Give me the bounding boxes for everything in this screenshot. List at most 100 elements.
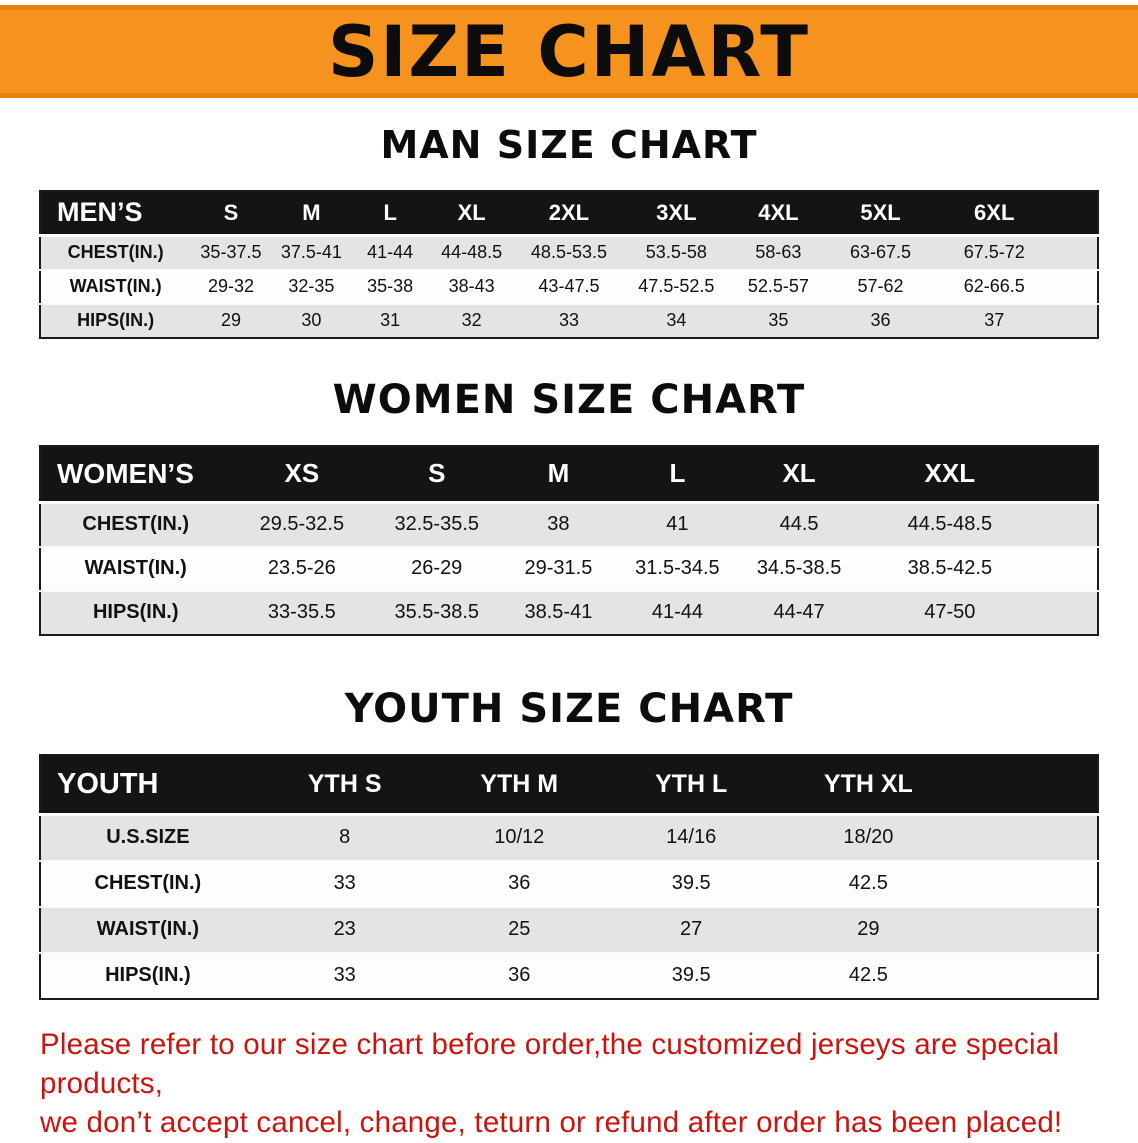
measurement-row: U.S.SIZE 8 10/12 14/16 18/20 xyxy=(40,813,1098,861)
value-cell: 35.5-38.5 xyxy=(373,589,501,635)
value-cell: 38-43 xyxy=(429,268,514,304)
banner: SIZE CHART xyxy=(0,5,1138,98)
value-cell: 41-44 xyxy=(351,234,430,270)
value-cell: 36 xyxy=(828,302,933,338)
value-cell: 26-29 xyxy=(373,545,501,591)
value-cell: 44-48.5 xyxy=(429,234,514,270)
value-cell: 44-47 xyxy=(738,589,860,635)
spacer-cell xyxy=(1055,190,1098,238)
measurement-row: WAIST(IN.) 23.5-26 26-29 29-31.5 31.5-34.5 34… xyxy=(40,545,1098,591)
value-cell: 39.5 xyxy=(603,859,779,907)
value-cell: 32 xyxy=(429,302,514,338)
value-cell: 42.5 xyxy=(778,951,959,999)
value-cell: 31.5-34.5 xyxy=(616,545,739,591)
measurement-row: WAIST(IN.) 23 25 27 29 xyxy=(40,905,1098,953)
row-label-cell: CHEST(IN.) xyxy=(40,234,191,270)
value-cell: 57-62 xyxy=(828,268,933,304)
value-cell: 29 xyxy=(190,302,272,338)
value-cell: 44.5-48.5 xyxy=(859,501,1040,547)
size-column-header: XL xyxy=(429,190,514,238)
size-column-header: XL xyxy=(738,445,860,505)
value-cell: 35-38 xyxy=(351,268,430,304)
size-column-header: XS xyxy=(230,445,374,505)
measurement-row: WAIST(IN.) 29-32 32-35 35-38 38-43 43-47.5 47.… xyxy=(40,268,1098,304)
men-section-heading: MAN SIZE CHART xyxy=(380,123,758,167)
value-cell: 30 xyxy=(271,302,352,338)
spacer-cell xyxy=(1039,589,1098,635)
value-cell: 31 xyxy=(351,302,430,338)
table-header-row: WOMEN’S XS S M L XL XXL xyxy=(40,445,1098,505)
value-cell: 8 xyxy=(254,813,435,861)
value-cell: 43-47.5 xyxy=(513,268,624,304)
value-cell: 33 xyxy=(513,302,624,338)
women-size-table: WOMEN’S XS S M L XL XXL CHEST(IN.) 29.5-32.5 32.5… xyxy=(39,444,1099,636)
value-cell: 29-32 xyxy=(190,268,272,304)
spacer-cell xyxy=(958,905,1098,953)
size-column-header: YTH XL xyxy=(778,754,959,817)
spacer-cell xyxy=(958,813,1098,861)
spacer-cell xyxy=(1039,501,1098,547)
value-cell: 35 xyxy=(728,302,829,338)
value-cell: 41-44 xyxy=(616,589,739,635)
spacer-cell xyxy=(1055,268,1098,304)
measurement-row: HIPS(IN.) 33 36 39.5 42.5 xyxy=(40,951,1098,999)
value-cell: 47.5-52.5 xyxy=(623,268,729,304)
value-cell: 37 xyxy=(932,302,1056,338)
size-column-header: 3XL xyxy=(623,190,729,238)
value-cell: 44.5 xyxy=(738,501,860,547)
size-column-header: YTH M xyxy=(434,754,604,817)
value-cell: 10/12 xyxy=(434,813,604,861)
value-cell: 29 xyxy=(778,905,959,953)
value-cell: 32.5-35.5 xyxy=(373,501,501,547)
size-column-header: S xyxy=(190,190,272,238)
size-column-header: M xyxy=(500,445,617,505)
size-column-header: YTH L xyxy=(603,754,779,817)
row-label-cell: WAIST(IN.) xyxy=(40,545,231,591)
value-cell: 32-35 xyxy=(271,268,352,304)
page-title: SIZE CHART xyxy=(327,10,811,93)
value-cell: 18/20 xyxy=(778,813,959,861)
table-title-cell: WOMEN’S xyxy=(40,445,231,505)
youth-size-section: YOUTH SIZE CHART YOUTH YTH S YTH M YTH L YTH… xyxy=(0,686,1138,1000)
value-cell: 37.5-41 xyxy=(271,234,352,270)
table-title-cell: MEN’S xyxy=(40,190,191,238)
value-cell: 33 xyxy=(254,859,435,907)
value-cell: 34.5-38.5 xyxy=(738,545,860,591)
table-title-cell: YOUTH xyxy=(40,754,255,817)
value-cell: 34 xyxy=(623,302,729,338)
value-cell: 27 xyxy=(603,905,779,953)
value-cell: 23 xyxy=(254,905,435,953)
value-cell: 63-67.5 xyxy=(828,234,933,270)
size-column-header: XXL xyxy=(859,445,1040,505)
value-cell: 38 xyxy=(500,501,617,547)
note-line-2: we don’t accept cancel, change, teturn o… xyxy=(40,1105,1063,1139)
value-cell: 62-66.5 xyxy=(932,268,1056,304)
women-section-heading: WOMEN SIZE CHART xyxy=(332,376,806,423)
size-column-header: 6XL xyxy=(932,190,1056,238)
size-column-header: 5XL xyxy=(828,190,933,238)
spacer-cell xyxy=(958,754,1098,817)
note-line-1: Please refer to our size chart before or… xyxy=(40,1027,1060,1100)
size-column-header: L xyxy=(351,190,430,238)
row-label-cell: U.S.SIZE xyxy=(40,813,255,861)
value-cell: 29-31.5 xyxy=(500,545,617,591)
youth-size-table: YOUTH YTH S YTH M YTH L YTH XL U.S.SIZE 8 10/12… xyxy=(39,753,1099,1000)
measurement-row: HIPS(IN.) 29 30 31 32 33 34 35 36 37 xyxy=(40,302,1098,338)
men-size-section: MAN SIZE CHART MEN’S S M L XL 2XL 3XL 4XL 5XL 6XL… xyxy=(0,123,1138,339)
value-cell: 33-35.5 xyxy=(230,589,374,635)
value-cell: 23.5-26 xyxy=(230,545,374,591)
women-size-section: WOMEN SIZE CHART WOMEN’S XS S M L XL XXL CHEST(… xyxy=(0,377,1138,636)
value-cell: 14/16 xyxy=(603,813,779,861)
value-cell: 48.5-53.5 xyxy=(513,234,624,270)
value-cell: 42.5 xyxy=(778,859,959,907)
table-header-row: MEN’S S M L XL 2XL 3XL 4XL 5XL 6XL xyxy=(40,190,1098,238)
row-label-cell: WAIST(IN.) xyxy=(40,268,191,304)
value-cell: 39.5 xyxy=(603,951,779,999)
size-column-header: 4XL xyxy=(728,190,829,238)
spacer-cell xyxy=(1055,234,1098,270)
table-header-row: YOUTH YTH S YTH M YTH L YTH XL xyxy=(40,754,1098,817)
row-label-cell: HIPS(IN.) xyxy=(40,589,231,635)
spacer-cell xyxy=(1055,302,1098,338)
value-cell: 33 xyxy=(254,951,435,999)
value-cell: 38.5-41 xyxy=(500,589,617,635)
